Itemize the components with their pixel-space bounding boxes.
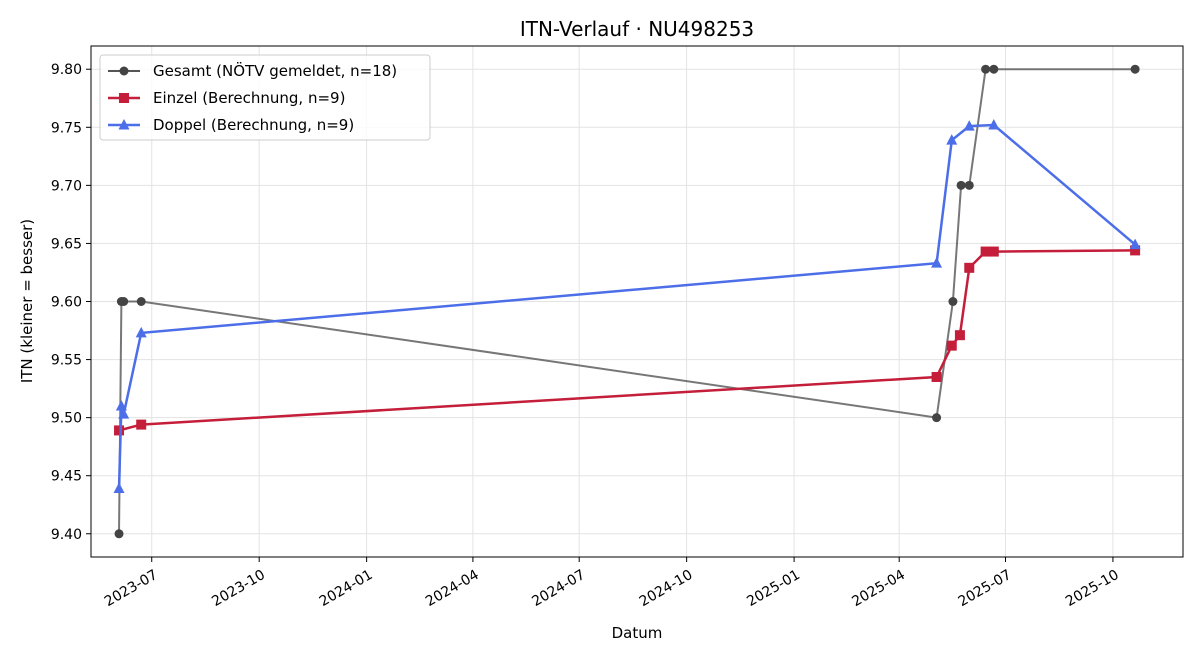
x-axis-label: Datum [612, 624, 663, 642]
y-tick-label: 9.45 [51, 469, 82, 485]
data-point [136, 419, 147, 430]
series-square [114, 245, 1141, 436]
legend-marker [118, 119, 130, 130]
y-tick-label: 9.65 [51, 236, 82, 252]
x-tick-label: 2024-10 [637, 567, 696, 610]
data-point [988, 246, 999, 257]
grid-lines [91, 46, 1183, 557]
series-triangle [113, 118, 1141, 493]
x-tick-label: 2024-01 [317, 567, 376, 610]
y-tick-label: 9.75 [51, 120, 82, 136]
series-line [117, 123, 1136, 489]
x-tick-label: 2025-07 [956, 567, 1015, 610]
chart-title: ITN-Verlauf · NU498253 [520, 17, 754, 41]
data-point [964, 180, 974, 190]
x-tick-label: 2024-07 [529, 567, 588, 610]
x-tick-label: 2025-10 [1063, 567, 1122, 610]
y-tick-label: 9.50 [51, 411, 82, 427]
series-circle [114, 64, 1140, 539]
x-tick-label: 2024-04 [423, 567, 482, 610]
y-tick-label: 9.40 [51, 527, 82, 543]
data-point [115, 400, 127, 411]
legend-entry: Gesamt (NÖTV gemeldet, n=18) [153, 61, 397, 80]
legend: Gesamt (NÖTV gemeldet, n=18) Einzel (Bere… [99, 54, 431, 141]
data-point [113, 482, 125, 493]
data-point [963, 120, 975, 131]
data-point [118, 408, 130, 419]
data-point [114, 529, 124, 539]
data-point [932, 413, 942, 423]
x-tick-label: 2023-10 [209, 567, 268, 610]
data-point [114, 425, 125, 436]
y-tick-label: 9.60 [51, 295, 82, 311]
data-point [989, 64, 999, 74]
data-point [931, 257, 943, 268]
data-point [136, 297, 146, 306]
data-point [946, 134, 958, 145]
data-point [964, 262, 975, 273]
data-point [988, 118, 1000, 130]
x-tick-label: 2023-07 [102, 567, 161, 610]
legend-box [99, 54, 431, 141]
x-tick-label: 2025-04 [849, 567, 908, 610]
y-axis: 9.40 9.45 9.50 9.55 9.60 9.65 9.70 9.75 9.80 [51, 62, 91, 543]
data-point [1130, 245, 1141, 256]
y-tick-label: 9.80 [51, 62, 82, 78]
legend-marker [119, 93, 129, 103]
data-point [981, 64, 991, 74]
data-point [1129, 238, 1141, 250]
series-layer [113, 64, 1141, 539]
y-axis-label: ITN (kleiner = besser) [18, 219, 36, 383]
legend-marker [119, 66, 129, 76]
legend-entry: Doppel (Berechnung, n=9) [153, 116, 354, 134]
data-point [135, 326, 147, 338]
y-tick-label: 9.70 [51, 178, 82, 194]
data-point [931, 371, 942, 382]
x-axis: 2023-07 2023-10 2024-01 2024-04 2024-07 2024-… [102, 557, 1122, 610]
data-point [956, 180, 966, 190]
data-point [980, 246, 991, 257]
x-tick-label: 2025-01 [744, 567, 803, 610]
series-line [118, 249, 1136, 432]
data-point [1130, 64, 1140, 74]
data-point [119, 297, 129, 306]
y-tick-label: 9.55 [51, 353, 82, 369]
data-point [948, 297, 958, 306]
data-point [954, 330, 965, 341]
data-point [946, 340, 957, 351]
legend-entry: Einzel (Berechnung, n=9) [153, 89, 345, 107]
